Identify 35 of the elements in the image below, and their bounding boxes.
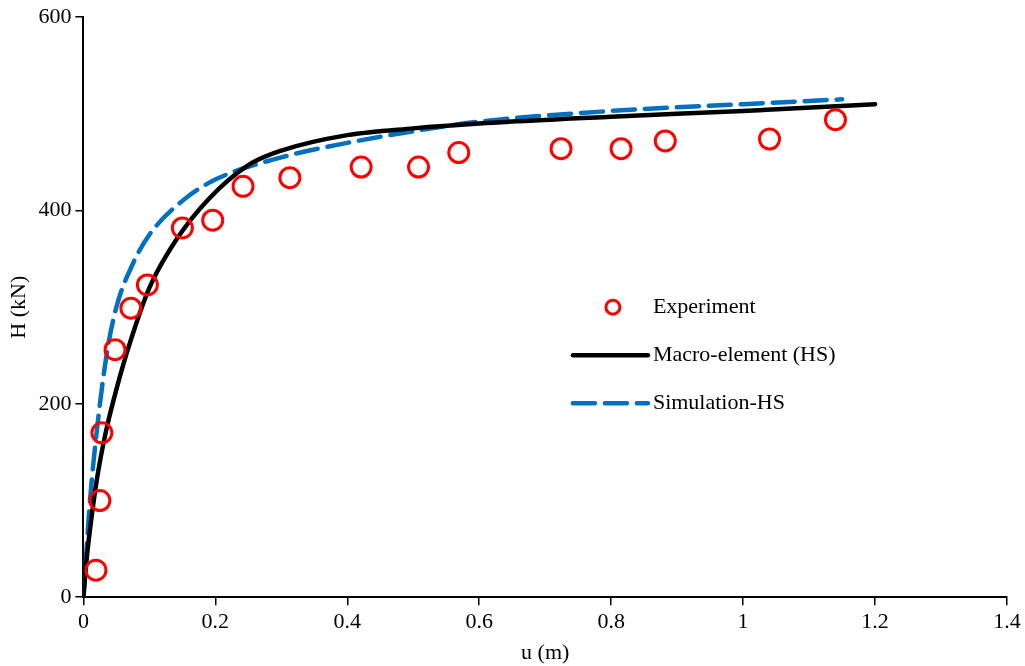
point <box>447 141 471 165</box>
y-tick-label: 200 <box>38 389 72 415</box>
point <box>201 208 225 232</box>
point <box>349 155 373 179</box>
point <box>88 489 112 513</box>
legend-label: Experiment <box>652 292 756 318</box>
legend-label: Macro-element (HS) <box>652 340 836 366</box>
x-tick-label: 0 <box>77 608 89 634</box>
y-tick-label: 600 <box>38 2 72 28</box>
x-tick-label: 1 <box>737 608 749 634</box>
point <box>90 421 114 445</box>
point <box>609 137 633 161</box>
x-tick-label: 0.2 <box>201 608 230 634</box>
x-tick-label: 1.2 <box>861 608 889 634</box>
point <box>823 108 847 132</box>
x-axis-title: u (m) <box>521 638 570 664</box>
y-tick-label: 0 <box>60 582 72 608</box>
x-tick-label: 0.8 <box>597 608 625 634</box>
point <box>758 127 781 151</box>
legend-label: Simulation-HS <box>652 388 785 414</box>
y-axis-title: H (kN) <box>4 275 30 339</box>
point <box>170 216 194 240</box>
point <box>119 296 143 320</box>
y-tick-label: 400 <box>38 196 72 222</box>
point <box>231 174 255 198</box>
point <box>103 338 127 362</box>
x-tick-label: 0.6 <box>465 608 493 634</box>
point <box>278 166 302 190</box>
x-tick-label: 1.4 <box>993 608 1021 634</box>
point <box>653 129 677 153</box>
point <box>84 558 108 582</box>
point <box>549 137 573 161</box>
point <box>135 273 159 297</box>
point <box>407 155 431 179</box>
x-tick-label: 0.4 <box>333 608 362 634</box>
